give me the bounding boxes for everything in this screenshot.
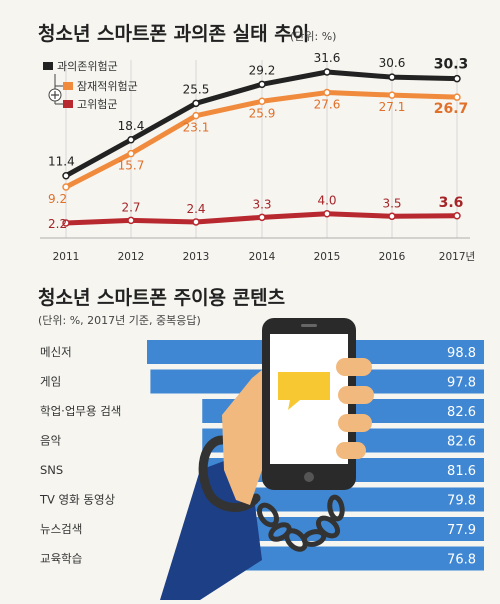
series-2-label-5: 3.5 [382,196,401,210]
series-2-point-4 [323,209,331,218]
bar-value-label-4: 81.6 [447,464,476,479]
series-0-point-4 [323,68,331,76]
chat-bubble-icon [278,372,330,410]
series-0-label-2: 25.5 [183,82,210,96]
bar-value-label-1: 97.8 [447,376,476,391]
bar-category-label-1: 게임 [40,375,61,389]
series-1-point-0 [62,183,70,191]
x-tick-label-0: 2011 [53,251,80,263]
x-tick-label-5: 2016 [379,251,406,263]
bar-category-label-3: 음악 [40,434,62,448]
bar-value-label-2: 82.6 [447,405,476,420]
series-1-label-1: 15.7 [118,159,145,173]
series-2-point-0 [62,219,70,227]
hand-palm [222,365,272,505]
series-2-point-3 [258,213,266,222]
legend-label-0: 과의존위험군 [57,60,118,73]
legend-label-1: 잠재적위험군 [77,80,138,93]
series-0-label-6: 30.3 [434,57,469,73]
series-1-label-3: 25.9 [249,106,276,120]
series-1-label-2: 23.1 [183,121,210,135]
x-tick-label-6: 2017년 [439,251,475,263]
finger-3 [338,414,372,432]
series-0-label-1: 18.4 [118,119,145,133]
bar-category-label-7: 교육학습 [40,552,82,566]
series-0-point-5 [388,73,396,81]
bar-category-label-0: 메신저 [40,345,72,359]
bar-category-label-5: TV 영화 동영상 [39,493,116,507]
series-1-point-1 [127,149,135,158]
series-0-label-5: 30.6 [379,56,406,70]
bar-category-label-2: 학업·업무용 검색 [40,404,121,418]
bar-category-label-6: 뉴스검색 [40,522,82,536]
series-1-point-4 [323,88,331,97]
series-1-point-3 [258,97,266,106]
series-2-label-1: 2.7 [121,200,140,214]
series-1-label-4: 27.6 [314,98,341,112]
series-2-label-3: 3.3 [252,197,271,211]
bar-chart-unit: (단위: %, 2017년 기준, 중복응답) [38,314,201,327]
series-0-point-6 [453,74,461,83]
legend-swatch-2 [63,100,73,108]
x-tick-label-2: 2013 [183,251,210,263]
bar-category-label-4: SNS [40,463,63,477]
series-0-point-0 [62,171,70,180]
hand-holding-smartphone-icon [160,318,374,600]
series-2-point-2 [192,218,200,226]
series-1-label-6: 26.7 [434,101,469,117]
legend-bracket [54,74,63,105]
series-2-label-0: 2.2 [48,217,67,231]
finger-4 [336,442,366,459]
bar-value-label-6: 77.9 [447,523,476,538]
series-0-label-0: 11.4 [48,155,75,169]
x-tick-label-1: 2012 [118,251,145,263]
series-0-point-1 [127,136,135,144]
series-0-point-2 [192,99,200,108]
line-chart-unit: (단위: %) [290,30,336,43]
series-0-label-4: 31.6 [314,51,341,65]
series-2-label-4: 4.0 [317,194,336,208]
finger-2 [338,386,374,404]
bar-value-labels-layer: 98.8 97.8 82.6 82.6 81.6 79.8 77.9 76.8 [447,346,476,568]
line-chart-legend: 과의존위험군 잠재적위험군 고위험군 [43,60,138,111]
bar-value-label-0: 98.8 [447,346,476,361]
legend-swatch-0 [43,62,53,70]
x-tick-label-3: 2014 [249,251,276,263]
bar-chart-title: 청소년 스마트폰 주이용 콘텐츠 [38,287,285,309]
series-0-label-3: 29.2 [249,63,276,77]
series-1-point-6 [453,93,461,101]
line-chart-title: 청소년 스마트폰 과의존 실태 추이 [38,23,309,45]
series-0-point-3 [258,80,266,89]
handcuff-ring [198,435,261,512]
legend-swatch-1 [63,82,73,90]
series-2-point-1 [127,216,135,225]
smartphone-speaker [301,324,317,327]
series-1-point-2 [192,111,200,120]
series-2-point-5 [388,212,396,221]
line-chart-series: 11.4 18.4 25.5 29.2 31.6 30.6 30.3 9.2 15.7 23.1 2… [48,51,468,231]
series-2-label-2: 2.4 [186,202,205,216]
series-1-label-5: 27.1 [379,100,406,114]
bar-7 [222,546,485,571]
bar-value-label-7: 76.8 [447,553,476,568]
finger-1 [336,358,372,376]
series-1-label-0: 9.2 [48,192,67,206]
series-1-point-5 [388,91,396,99]
series-2-label-6: 3.6 [439,195,464,211]
series-2-point-6 [453,212,461,220]
bar-value-label-3: 82.6 [447,435,476,450]
legend-plus-icon-mark [51,91,59,99]
legend-label-2: 고위험군 [77,98,117,111]
chain-handcuff-icon [256,494,345,552]
line-chart-x-ticks: 2011 2012 2013 2014 2015 2016 2017년 [53,251,476,263]
bar-value-label-5: 79.8 [447,494,476,509]
x-tick-label-4: 2015 [314,251,341,263]
smartphone-home-button [304,472,314,482]
